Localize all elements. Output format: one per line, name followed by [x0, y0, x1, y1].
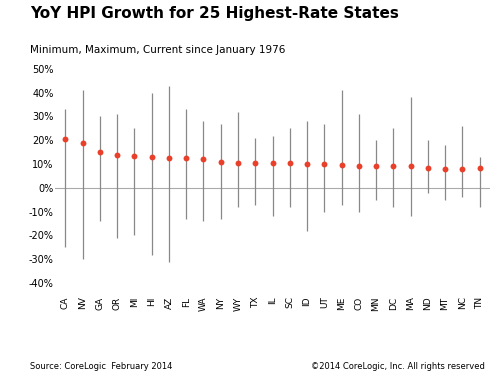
Point	[182, 155, 190, 161]
Point	[338, 162, 345, 168]
Point	[96, 149, 104, 155]
Point	[355, 164, 363, 170]
Text: ©2014 CoreLogic, Inc. All rights reserved: ©2014 CoreLogic, Inc. All rights reserve…	[311, 362, 485, 371]
Point	[165, 155, 173, 161]
Point	[78, 139, 86, 146]
Point	[372, 164, 380, 170]
Point	[476, 165, 484, 171]
Point	[390, 164, 398, 170]
Point	[234, 160, 242, 166]
Point	[148, 154, 156, 160]
Point	[200, 156, 207, 162]
Point	[130, 153, 138, 159]
Point	[286, 160, 294, 166]
Text: Source: CoreLogic  February 2014: Source: CoreLogic February 2014	[30, 362, 172, 371]
Point	[113, 152, 121, 158]
Point	[320, 161, 328, 167]
Text: YoY HPI Growth for 25 Highest-Rate States: YoY HPI Growth for 25 Highest-Rate State…	[30, 6, 399, 21]
Point	[441, 166, 449, 172]
Point	[216, 159, 224, 165]
Point	[406, 164, 414, 170]
Point	[424, 165, 432, 171]
Point	[268, 160, 276, 166]
Point	[251, 160, 259, 166]
Point	[303, 161, 311, 167]
Point	[62, 136, 70, 142]
Point	[458, 166, 466, 172]
Text: Minimum, Maximum, Current since January 1976: Minimum, Maximum, Current since January …	[30, 45, 285, 55]
